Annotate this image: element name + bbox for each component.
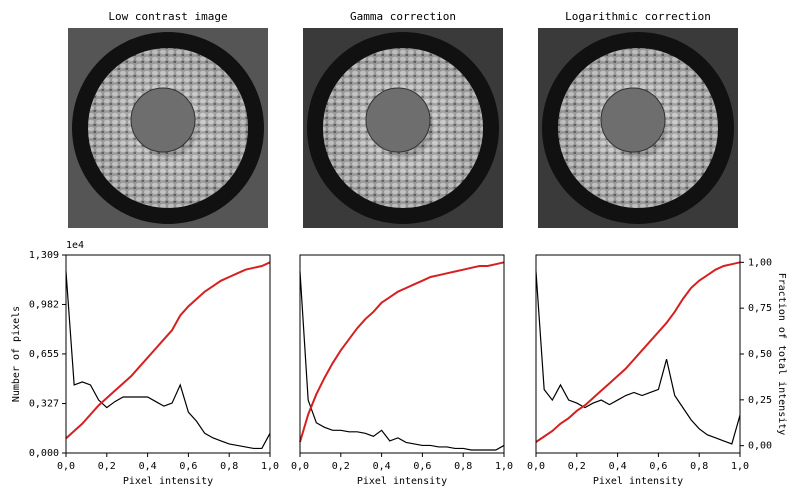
x-tick-label: 0,2 — [98, 461, 116, 472]
cumulative-line — [65, 261, 271, 440]
y-tick-label: 0,000 — [29, 448, 59, 459]
x-axis-label: Pixel intensity — [357, 476, 447, 487]
cumulative-line — [299, 261, 505, 443]
image-title: Low contrast image — [108, 10, 227, 23]
x-tick-label: 0,0 — [527, 461, 545, 472]
plot-frame — [299, 254, 505, 454]
image-plant — [600, 87, 666, 153]
x-tick-label: 1,0 — [495, 461, 513, 472]
histogram-line — [535, 271, 741, 445]
x-tick-label: 0,4 — [373, 461, 391, 472]
x-tick-label: 0,2 — [568, 461, 586, 472]
x-tick-label: 0,4 — [139, 461, 157, 472]
image-plant — [130, 87, 196, 153]
y2-tick-label: 0,50 — [748, 349, 772, 360]
y-tick-label: 1,309 — [29, 250, 59, 261]
plot-frame — [65, 254, 271, 454]
y2-tick-label: 1,00 — [748, 257, 772, 268]
y-tick-label: 0,327 — [29, 399, 59, 410]
y-tick-label: 0,982 — [29, 299, 59, 310]
x-tick-label: 0,8 — [454, 461, 472, 472]
y2-tick-label: 0,00 — [748, 441, 772, 452]
y-tick-label: 0,655 — [29, 349, 59, 360]
x-tick-label: 0,8 — [690, 461, 708, 472]
image-plant — [365, 87, 431, 153]
x-tick-label: 0,2 — [332, 461, 350, 472]
x-tick-label: 0,6 — [413, 461, 431, 472]
x-axis-label: Pixel intensity — [123, 476, 213, 487]
histogram-line — [65, 271, 271, 450]
plot-frame — [535, 254, 741, 454]
y2-tick-label: 0,75 — [748, 303, 772, 314]
x-tick-label: 1,0 — [261, 461, 279, 472]
y-axis-label: Number of pixels — [11, 306, 22, 402]
x-tick-label: 0,6 — [179, 461, 197, 472]
x-tick-label: 0,0 — [291, 461, 309, 472]
y2-axis-label: Fraction of total intensity — [776, 273, 787, 436]
offset-text: 1e4 — [66, 240, 84, 251]
x-tick-label: 0,4 — [609, 461, 627, 472]
image-title: Gamma correction — [350, 10, 456, 23]
x-axis-label: Pixel intensity — [593, 476, 683, 487]
y2-tick-label: 0,25 — [748, 395, 772, 406]
x-tick-label: 0,0 — [57, 461, 75, 472]
cumulative-line — [535, 261, 741, 443]
x-tick-label: 0,8 — [220, 461, 238, 472]
histogram-line — [299, 271, 505, 451]
x-tick-label: 0,6 — [649, 461, 667, 472]
image-title: Logarithmic correction — [565, 10, 711, 23]
x-tick-label: 1,0 — [731, 461, 749, 472]
